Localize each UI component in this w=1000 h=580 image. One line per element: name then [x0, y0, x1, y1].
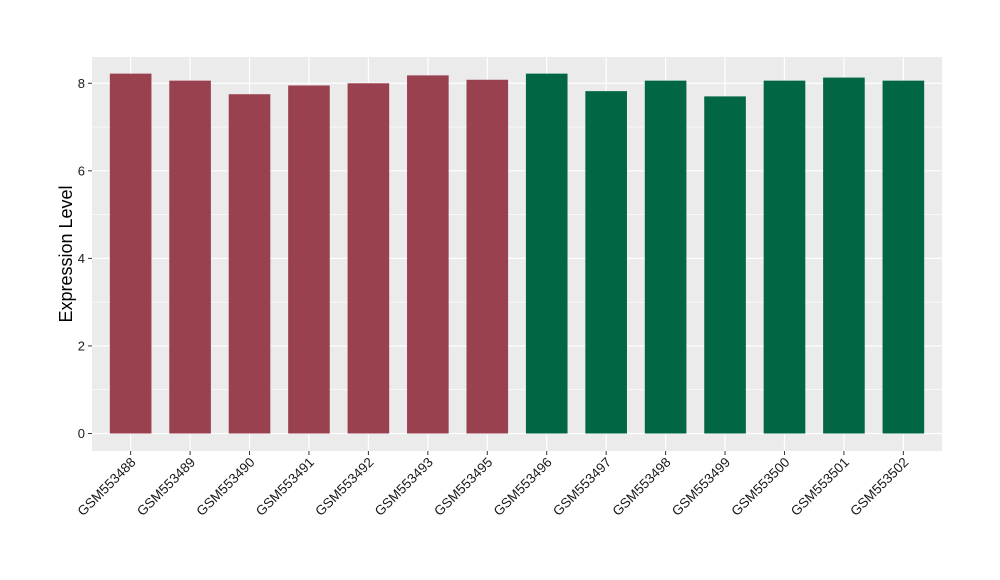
y-axis-title: Expression Level — [56, 185, 76, 322]
bar-GSM553496 — [525, 73, 568, 434]
x-tick-label: GSM553496 — [491, 455, 555, 519]
bar-GSM553497 — [585, 91, 627, 434]
bar-GSM553498 — [644, 80, 687, 434]
x-tick-label: GSM553498 — [610, 455, 674, 519]
bar-GSM553488 — [109, 73, 152, 434]
x-tick-label: GSM553500 — [728, 455, 792, 519]
y-tick-label: 8 — [78, 76, 85, 91]
bars — [109, 73, 925, 434]
y-tick-label: 0 — [78, 426, 85, 441]
bar-GSM553499 — [704, 96, 746, 434]
plot-panel — [92, 57, 942, 451]
x-tick-label: GSM553493 — [372, 455, 436, 519]
bar-GSM553490 — [228, 94, 271, 434]
x-tick-label: GSM553499 — [669, 455, 733, 519]
bar-GSM553500 — [763, 80, 806, 434]
bar-GSM553493 — [407, 75, 449, 434]
x-tick-label: GSM553495 — [431, 455, 495, 519]
x-tick-label: GSM553492 — [312, 455, 376, 519]
bar-GSM553491 — [288, 85, 330, 434]
y-tick-label: 6 — [78, 163, 85, 178]
bar-GSM553492 — [347, 83, 390, 434]
y-tick-label: 4 — [78, 251, 85, 266]
x-tick-label: GSM553491 — [253, 455, 317, 519]
x-tick-label: GSM553488 — [75, 455, 139, 519]
bar-GSM553501 — [823, 77, 865, 434]
bar-GSM553489 — [169, 80, 211, 434]
bar-GSM553502 — [882, 80, 925, 434]
x-tick-label: GSM553497 — [550, 455, 614, 519]
y-tick-label: 2 — [78, 338, 85, 353]
x-tick-label: GSM553490 — [193, 455, 257, 519]
x-tick-label: GSM553489 — [134, 455, 198, 519]
x-tick-label: GSM553501 — [788, 455, 852, 519]
bar-GSM553495 — [466, 79, 509, 434]
x-tick-label: GSM553502 — [847, 455, 911, 519]
